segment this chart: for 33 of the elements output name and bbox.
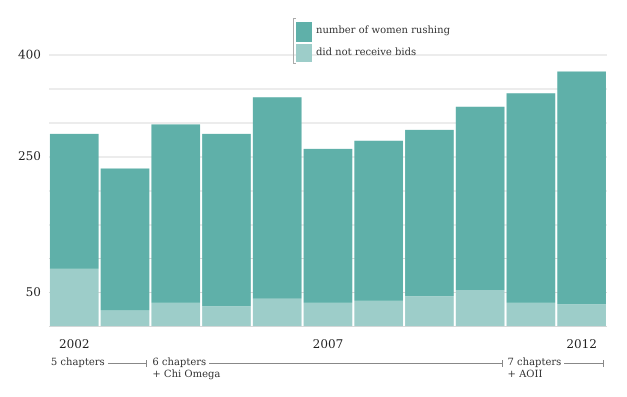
bar — [252, 298, 302, 326]
bar — [151, 302, 200, 326]
x-tick-label: 2012 — [566, 336, 597, 351]
y-tick-label: 250 — [18, 149, 41, 164]
bar — [405, 130, 454, 296]
bar — [151, 124, 200, 303]
bar — [354, 140, 404, 301]
bar — [50, 134, 99, 269]
bar — [506, 302, 556, 326]
bar — [456, 290, 505, 326]
text: 6 chapters + Chi Omega — [152, 357, 220, 381]
bar — [557, 304, 606, 326]
bar — [202, 134, 251, 306]
bar — [100, 310, 150, 326]
bar — [405, 296, 454, 326]
bar — [202, 306, 251, 326]
bar — [50, 268, 99, 326]
bar — [557, 71, 606, 304]
legend-label: number of women rushing — [316, 25, 450, 36]
bar — [100, 168, 150, 310]
y-tick-label: 400 — [18, 47, 41, 62]
bar — [304, 302, 352, 326]
y-tick-label: 50 — [26, 284, 41, 299]
bar — [456, 106, 505, 290]
text: 5 chapters — [50, 357, 105, 369]
bar — [354, 300, 404, 326]
text: 7 chapters + AOII — [508, 357, 562, 381]
x-tick-label: 2002 — [59, 336, 90, 351]
bar — [252, 97, 302, 299]
bar — [506, 93, 556, 303]
x-tick-label: 2007 — [312, 336, 344, 351]
legend-label: did not receive bids — [316, 47, 416, 58]
bar — [304, 148, 352, 303]
